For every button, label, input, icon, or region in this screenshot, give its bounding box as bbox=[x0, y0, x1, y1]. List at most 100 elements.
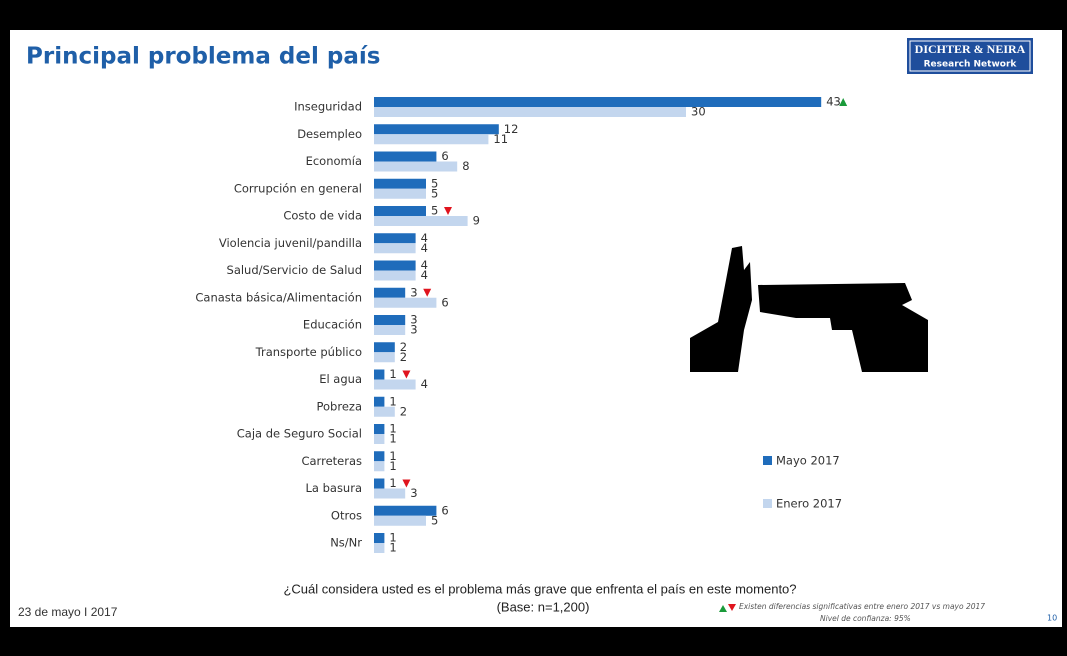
value-label: 1 bbox=[389, 459, 396, 473]
confidence: Nivel de confianza: 95% bbox=[820, 614, 911, 623]
value-label: 1 bbox=[389, 394, 396, 408]
category-label: Canasta básica/Alimentación bbox=[195, 290, 362, 304]
bar bbox=[374, 134, 489, 145]
value-label: 1 bbox=[389, 541, 396, 555]
page-number: 10 bbox=[1047, 614, 1057, 623]
value-label: 6 bbox=[441, 149, 448, 163]
value-label: 5 bbox=[431, 176, 438, 190]
bar bbox=[374, 151, 437, 162]
bar bbox=[374, 161, 458, 172]
question: ¿Cuál considera usted es el problema más… bbox=[283, 581, 796, 596]
value-label: 9 bbox=[473, 214, 480, 228]
bar bbox=[374, 406, 395, 417]
value-label: 4 bbox=[421, 377, 428, 391]
category-label: Corrupción en general bbox=[234, 181, 362, 195]
value-label: 1 bbox=[389, 422, 396, 436]
bar bbox=[374, 451, 385, 462]
category-label: El agua bbox=[319, 372, 362, 386]
bar bbox=[374, 216, 468, 226]
bar bbox=[374, 270, 416, 281]
significance-marker bbox=[402, 370, 411, 379]
significance-marker bbox=[839, 98, 848, 106]
bar bbox=[374, 515, 426, 526]
value-label: 6 bbox=[441, 503, 448, 517]
value-label: 4 bbox=[421, 241, 428, 255]
category-label: Caja de Seguro Social bbox=[237, 427, 362, 441]
value-label: 1 bbox=[389, 432, 396, 446]
value-label: 8 bbox=[462, 159, 469, 173]
category-label: Desempleo bbox=[297, 127, 362, 141]
bar bbox=[374, 533, 385, 543]
logo-sub: Research Network bbox=[924, 60, 1018, 70]
value-label: 1 bbox=[389, 449, 396, 463]
category-label: Otros bbox=[331, 508, 362, 522]
bar bbox=[374, 315, 406, 325]
legend-down bbox=[728, 604, 736, 611]
bar bbox=[374, 424, 385, 434]
bar bbox=[374, 488, 406, 499]
value-label: 3 bbox=[410, 313, 417, 327]
category-label: Costo de vida bbox=[283, 209, 362, 223]
category-label: Salud/Servicio de Salud bbox=[227, 263, 362, 277]
category-label: Economía bbox=[306, 154, 362, 168]
logo-name: DICHTER & NEIRA bbox=[915, 42, 1026, 56]
bar bbox=[374, 206, 426, 216]
legend-label: Mayo 2017 bbox=[776, 454, 840, 468]
category-label: Educación bbox=[303, 318, 362, 332]
bar bbox=[374, 325, 406, 335]
legend-up bbox=[719, 605, 727, 612]
bar bbox=[374, 352, 395, 363]
bar bbox=[374, 478, 385, 489]
legend-label: Enero 2017 bbox=[776, 497, 842, 511]
value-label: 1 bbox=[389, 531, 396, 545]
base: (Base: n=1,200) bbox=[497, 599, 590, 614]
hand bbox=[690, 246, 752, 372]
bar bbox=[374, 233, 416, 244]
category-label: La basura bbox=[305, 481, 362, 495]
category-label: Violencia juvenil/pandilla bbox=[219, 236, 362, 250]
value-label: 5 bbox=[431, 186, 438, 200]
value-label: 4 bbox=[421, 231, 428, 245]
category-label: Pobreza bbox=[317, 399, 363, 413]
value-label: 1 bbox=[389, 476, 396, 490]
bar bbox=[374, 505, 437, 516]
bar bbox=[374, 369, 385, 380]
bar bbox=[374, 188, 426, 199]
value-label: 2 bbox=[400, 350, 407, 364]
value-label: 5 bbox=[431, 513, 438, 527]
bar bbox=[374, 461, 385, 472]
category-label: Transporte público bbox=[255, 345, 362, 359]
value-label: 1 bbox=[389, 367, 396, 381]
value-label: 30 bbox=[691, 105, 706, 119]
category-label: Inseguridad bbox=[294, 100, 362, 114]
value-label: 2 bbox=[400, 404, 407, 418]
bar bbox=[374, 379, 416, 390]
value-label: 3 bbox=[410, 323, 417, 337]
bar bbox=[374, 107, 686, 117]
bar bbox=[374, 543, 385, 553]
legend-swatch bbox=[763, 456, 772, 465]
value-label: 43 bbox=[826, 95, 841, 109]
title: Principal problema del país bbox=[26, 44, 380, 70]
category-label: Ns/Nr bbox=[330, 536, 362, 550]
value-label: 6 bbox=[441, 295, 448, 309]
bar bbox=[374, 396, 385, 407]
value-label: 4 bbox=[421, 258, 428, 272]
value-label: 12 bbox=[504, 122, 519, 136]
logo-border bbox=[909, 40, 1031, 72]
bar bbox=[374, 342, 395, 353]
significance-marker bbox=[423, 288, 432, 297]
bar bbox=[374, 287, 406, 298]
value-label: 3 bbox=[410, 285, 417, 299]
bar bbox=[374, 260, 416, 271]
value-label: 5 bbox=[431, 204, 438, 218]
value-label: 3 bbox=[410, 486, 417, 500]
bar bbox=[374, 243, 416, 254]
legend-swatch bbox=[763, 499, 772, 508]
bar bbox=[374, 178, 426, 189]
illustration bbox=[690, 242, 930, 372]
category-label: Carreteras bbox=[301, 454, 362, 468]
significance-marker bbox=[402, 479, 411, 488]
